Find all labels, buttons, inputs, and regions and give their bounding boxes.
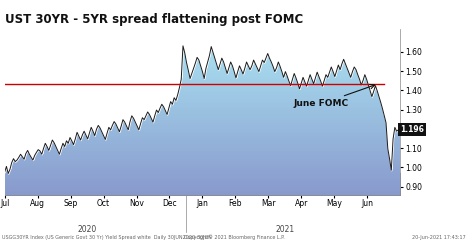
Text: Copyright© 2021 Bloomberg Finance L.P.: Copyright© 2021 Bloomberg Finance L.P. [183, 234, 285, 240]
Text: 1.196: 1.196 [400, 125, 424, 134]
Text: UST 30YR - 5YR spread flattening post FOMC: UST 30YR - 5YR spread flattening post FO… [5, 13, 303, 26]
Text: June FOMC: June FOMC [293, 84, 374, 108]
Text: 2020: 2020 [77, 225, 97, 234]
Text: 2021: 2021 [275, 225, 294, 234]
Text: 20-Jun-2021 17:43:17: 20-Jun-2021 17:43:17 [412, 235, 466, 240]
Text: USGG30YR Index (US Generic Govt 30 Yr) Yield Spread white  Daily 30JUN2020-30JUN: USGG30YR Index (US Generic Govt 30 Yr) Y… [2, 235, 212, 240]
